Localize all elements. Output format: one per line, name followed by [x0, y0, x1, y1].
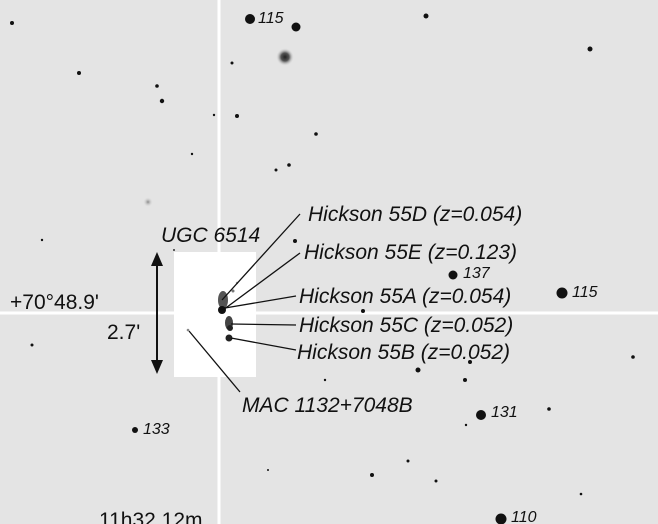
- scale-arrow: [151, 252, 163, 374]
- galaxy-label-hickson-55a: Hickson 55A (z=0.054): [299, 285, 512, 308]
- declination-label: +70°48.9': [10, 291, 99, 314]
- galaxy-label-hickson-55b: Hickson 55B (z=0.052): [297, 341, 511, 364]
- galaxy-label-hickson-55e: Hickson 55E (z=0.123): [304, 241, 518, 264]
- galaxy-label-hickson-55c: Hickson 55C (z=0.052): [299, 314, 514, 337]
- star-field: [10, 13, 635, 524]
- star-magnitude-label: 137: [463, 265, 490, 282]
- galaxy-label-ugc-6514: UGC 6514: [161, 224, 261, 247]
- galaxy-label-hickson-55d: Hickson 55D (z=0.054): [308, 203, 523, 226]
- scale-label: 2.7': [107, 321, 141, 344]
- star-magnitude-label: 115: [572, 284, 598, 301]
- label-leader-lines: [173, 213, 301, 393]
- star-magnitude-label: 110: [511, 509, 537, 524]
- star-magnitude-label: 133: [143, 421, 170, 438]
- right-ascension-label: 11h32.12m: [99, 509, 203, 524]
- hickson-55-group: [186, 281, 239, 342]
- galaxy-label-mac: MAC 1132+7048B: [242, 394, 413, 417]
- fuzzy-galaxy: [276, 48, 294, 66]
- star-magnitude-label: 131: [491, 404, 518, 421]
- star-magnitude-label: 115: [258, 10, 284, 27]
